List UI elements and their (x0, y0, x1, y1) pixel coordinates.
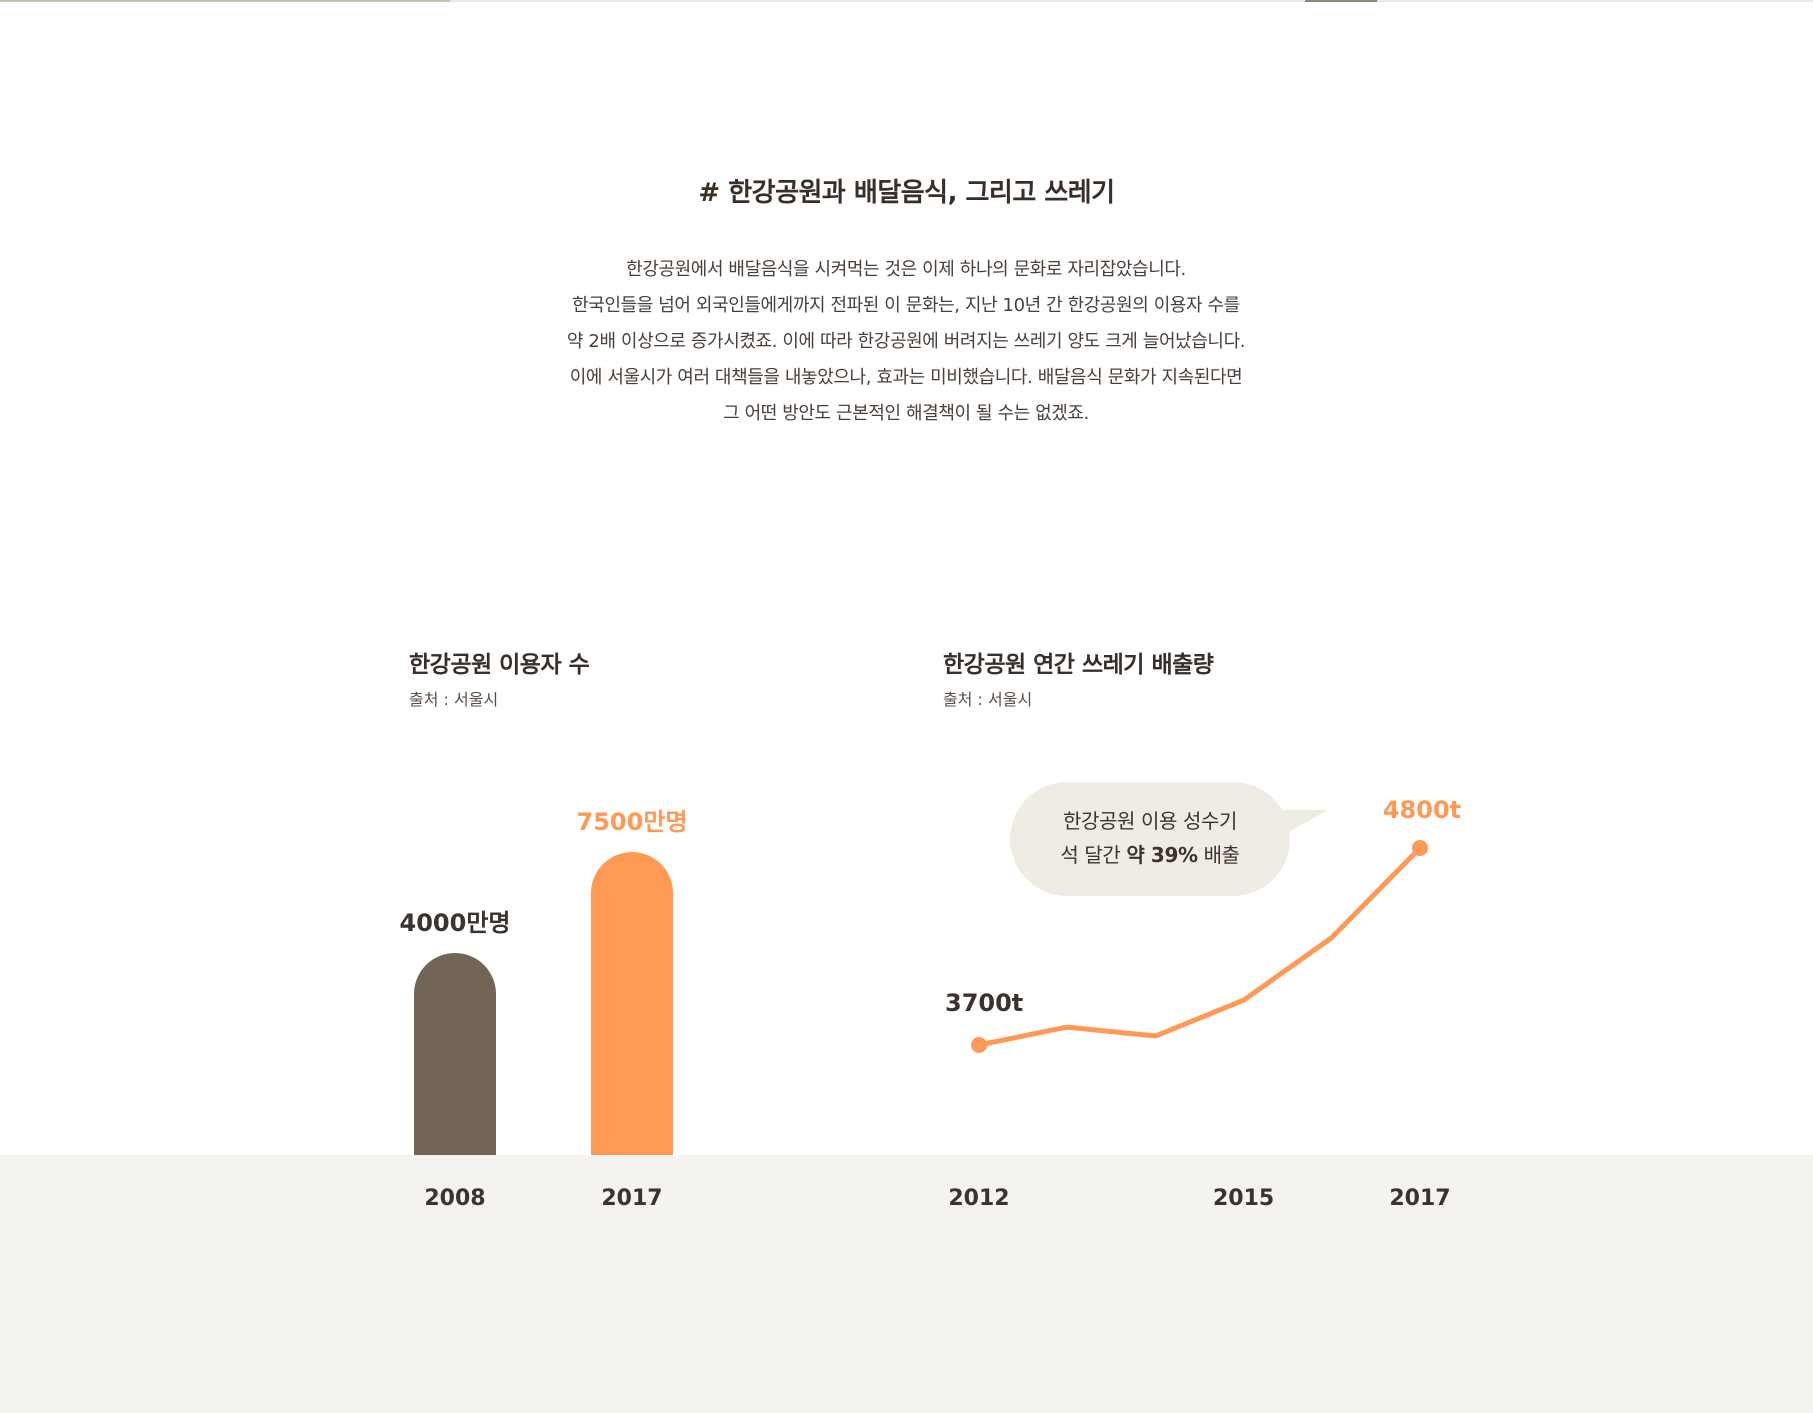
line-series (976, 845, 1423, 1048)
top-strip-segment (1305, 0, 1377, 2)
top-strip-segment (0, 0, 450, 2)
point-end (1412, 840, 1428, 856)
callout-bubble-body (1010, 782, 1290, 896)
intro-line: 그 어떤 방안도 근본적인 해결책이 될 수는 없겠죠. (723, 403, 1089, 424)
intro-line: 한국인들을 넘어 외국인들에게까지 전파된 이 문화는, 지난 10년 간 한강… (572, 295, 1240, 316)
callout-percent: 약 39% (1126, 843, 1198, 867)
line-end-label: 4800t (1383, 796, 1461, 824)
line-chart-source: 출처 : 서울시 (943, 690, 1033, 709)
point-start (971, 1037, 987, 1053)
intro-line: 이에 서울시가 여러 대책들을 내놓았으나, 효과는 미비했습니다. 배달음식 … (569, 367, 1243, 388)
x-tick-label: 2017 (601, 1186, 662, 1211)
x-tick-label: 2015 (1213, 1186, 1274, 1211)
callout-line-2b: 배출 (1203, 843, 1240, 867)
bar-2008 (414, 953, 496, 1155)
callout-bubble: 한강공원 이용 성수기 석 달간 약 39% 배출 (1010, 782, 1328, 896)
line-chart-title: 한강공원 연간 쓰레기 배출량 (943, 652, 1214, 678)
bar-value-label: 7500만명 (577, 808, 688, 836)
x-tick-label: 2012 (948, 1186, 1009, 1211)
top-strip (0, 0, 1813, 2)
axis-band (0, 1155, 1813, 1413)
callout-line-2a: 석 달간 (1060, 843, 1121, 867)
x-tick-label: 2017 (1389, 1186, 1450, 1211)
bar-2017 (591, 852, 673, 1155)
callout-line-1: 한강공원 이용 성수기 (1063, 809, 1237, 833)
intro-paragraph: 한강공원에서 배달음식을 시켜먹는 것은 이제 하나의 문화로 자리잡았습니다.… (406, 252, 1406, 432)
callout-text: 한강공원 이용 성수기 석 달간 약 39% 배출 (1010, 804, 1290, 872)
line-start-label: 3700t (945, 989, 1023, 1017)
intro-line: 한강공원에서 배달음식을 시켜먹는 것은 이제 하나의 문화로 자리잡았습니다. (626, 259, 1186, 280)
section-title: # 한강공원과 배달음식, 그리고 쓰레기 (698, 178, 1115, 208)
bar-chart-source: 출처 : 서울시 (409, 690, 499, 709)
intro-line: 약 2배 이상으로 증가시켰죠. 이에 따라 한강공원에 버려지는 쓰레기 양도… (566, 331, 1246, 352)
x-tick-label: 2008 (424, 1186, 485, 1211)
bar-value-label: 4000만명 (400, 909, 511, 937)
bar-chart-title: 한강공원 이용자 수 (409, 652, 590, 678)
